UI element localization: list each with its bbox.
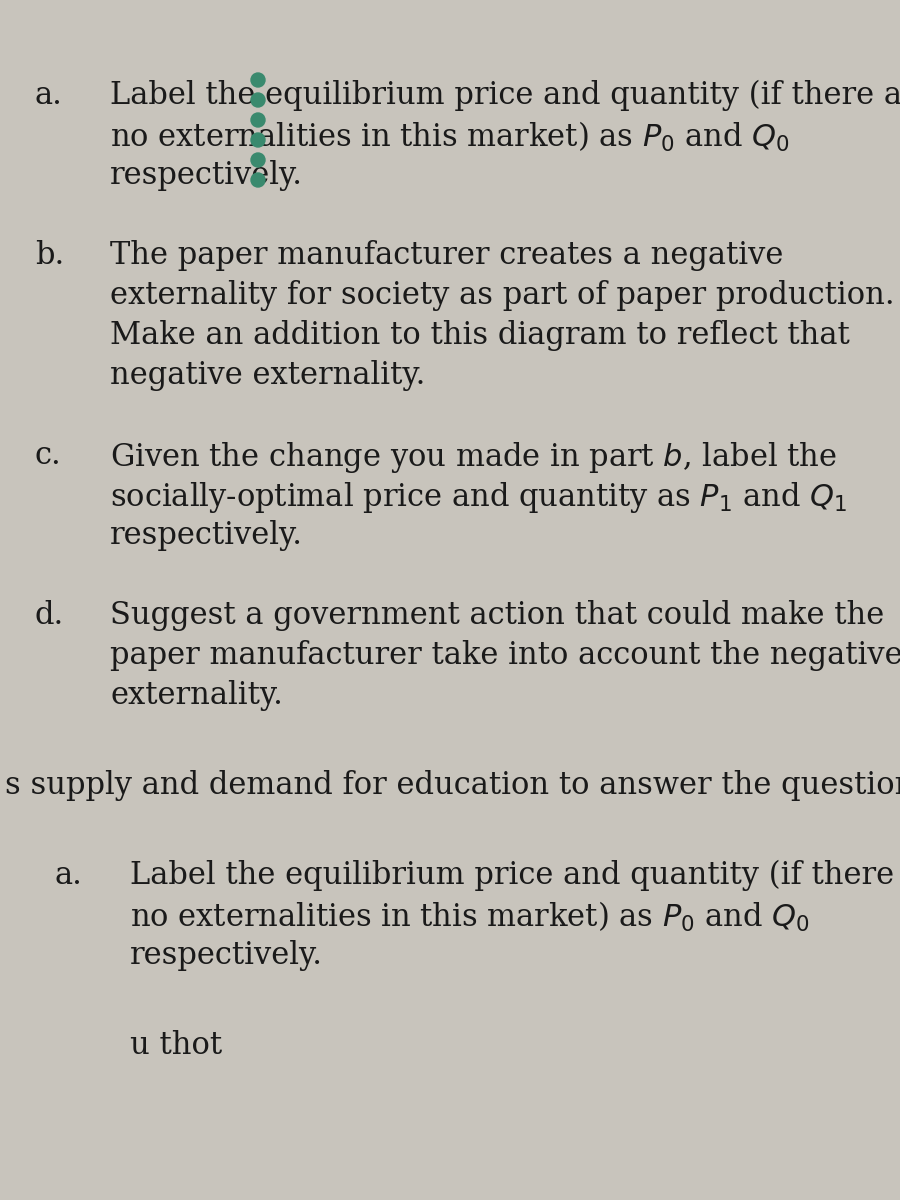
Circle shape (251, 173, 265, 187)
Text: Label the equilibrium price and quantity (if there are: Label the equilibrium price and quantity… (130, 860, 900, 892)
Text: Make an addition to this diagram to reflect that: Make an addition to this diagram to refl… (110, 320, 850, 350)
Text: a.: a. (35, 80, 63, 110)
Text: a.: a. (55, 860, 83, 890)
Text: Suggest a government action that could make the: Suggest a government action that could m… (110, 600, 884, 631)
Text: Given the change you made in part $b$, label the: Given the change you made in part $b$, l… (110, 440, 837, 475)
Circle shape (251, 113, 265, 127)
Text: b.: b. (35, 240, 64, 271)
Circle shape (251, 152, 265, 167)
Text: u thot: u thot (130, 1030, 222, 1061)
Circle shape (251, 133, 265, 146)
Text: c.: c. (35, 440, 62, 470)
Text: no externalities in this market) as $P_0$ and $Q_0$: no externalities in this market) as $P_0… (130, 900, 810, 934)
Text: respectively.: respectively. (130, 940, 323, 971)
Circle shape (251, 92, 265, 107)
Text: d.: d. (35, 600, 64, 631)
Text: s supply and demand for education to answer the questions.: s supply and demand for education to ans… (5, 770, 900, 802)
Text: externality for society as part of paper production.: externality for society as part of paper… (110, 280, 895, 311)
Text: negative externality.: negative externality. (110, 360, 426, 391)
Text: The paper manufacturer creates a negative: The paper manufacturer creates a negativ… (110, 240, 783, 271)
Text: Label the equilibrium price and quantity (if there are: Label the equilibrium price and quantity… (110, 80, 900, 112)
Text: paper manufacturer take into account the negative: paper manufacturer take into account the… (110, 640, 900, 671)
Text: socially-optimal price and quantity as $P_1$ and $Q_1$: socially-optimal price and quantity as $… (110, 480, 847, 515)
Circle shape (251, 73, 265, 86)
Text: respectively.: respectively. (110, 520, 303, 551)
Text: respectively.: respectively. (110, 160, 303, 191)
Text: externality.: externality. (110, 680, 283, 710)
Text: no externalities in this market) as $P_0$ and $Q_0$: no externalities in this market) as $P_0… (110, 120, 790, 154)
